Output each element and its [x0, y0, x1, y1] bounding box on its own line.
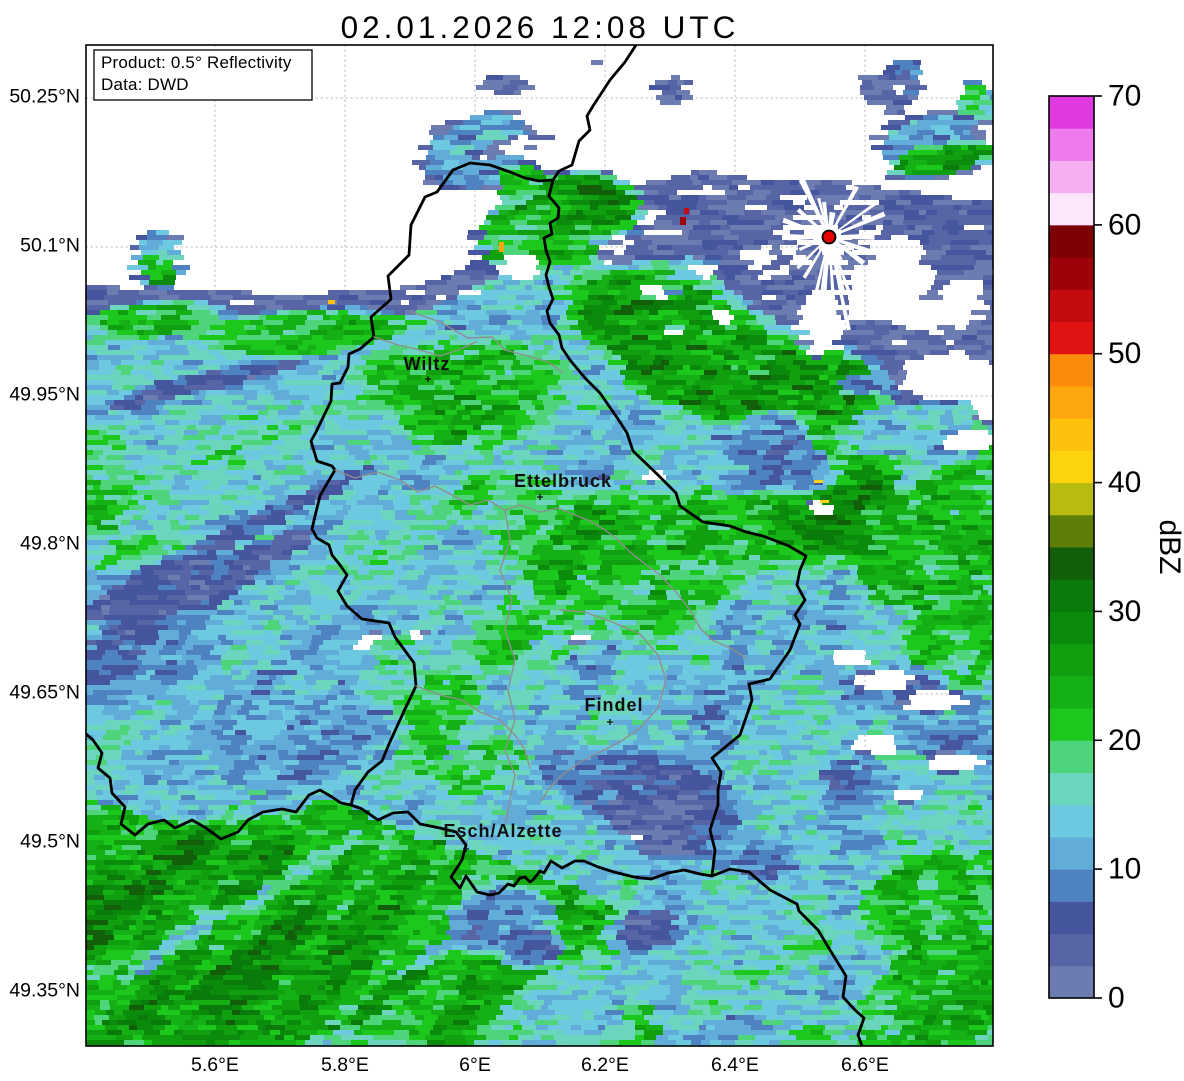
svg-text:49.65°N: 49.65°N [9, 682, 80, 704]
svg-text:50.1°N: 50.1°N [20, 235, 80, 257]
svg-text:49.8°N: 49.8°N [20, 533, 80, 555]
svg-text:10: 10 [1108, 853, 1141, 886]
svg-text:6.2°E: 6.2°E [581, 1054, 629, 1076]
svg-text:30: 30 [1108, 595, 1141, 628]
svg-text:Data: DWD: Data: DWD [101, 75, 189, 94]
svg-text:6.6°E: 6.6°E [841, 1054, 889, 1076]
svg-text:20: 20 [1108, 724, 1141, 757]
svg-text:Ettelbruck: Ettelbruck [514, 471, 612, 491]
svg-text:6°E: 6°E [459, 1054, 491, 1076]
svg-text:60: 60 [1108, 208, 1141, 241]
svg-text:40: 40 [1108, 466, 1141, 499]
svg-text:Wiltz: Wiltz [404, 354, 451, 374]
svg-text:50.25°N: 50.25°N [9, 86, 80, 108]
svg-text:49.5°N: 49.5°N [20, 831, 80, 853]
svg-text:Findel: Findel [585, 695, 644, 715]
svg-text:70: 70 [1108, 80, 1141, 113]
svg-text:5.6°E: 5.6°E [191, 1054, 239, 1076]
svg-text:Product: 0.5° Reflectivity: Product: 0.5° Reflectivity [101, 53, 292, 72]
svg-text:49.95°N: 49.95°N [9, 384, 80, 406]
svg-text:dBZ: dBZ [1153, 519, 1184, 574]
svg-text:0: 0 [1108, 982, 1125, 1015]
svg-text:49.35°N: 49.35°N [9, 980, 80, 1002]
svg-text:02.01.2026 12:08 UTC: 02.01.2026 12:08 UTC [341, 9, 740, 45]
svg-text:6.4°E: 6.4°E [711, 1054, 759, 1076]
svg-text:50: 50 [1108, 337, 1141, 370]
svg-text:5.8°E: 5.8°E [321, 1054, 369, 1076]
svg-text:Esch/Alzette: Esch/Alzette [443, 821, 562, 841]
